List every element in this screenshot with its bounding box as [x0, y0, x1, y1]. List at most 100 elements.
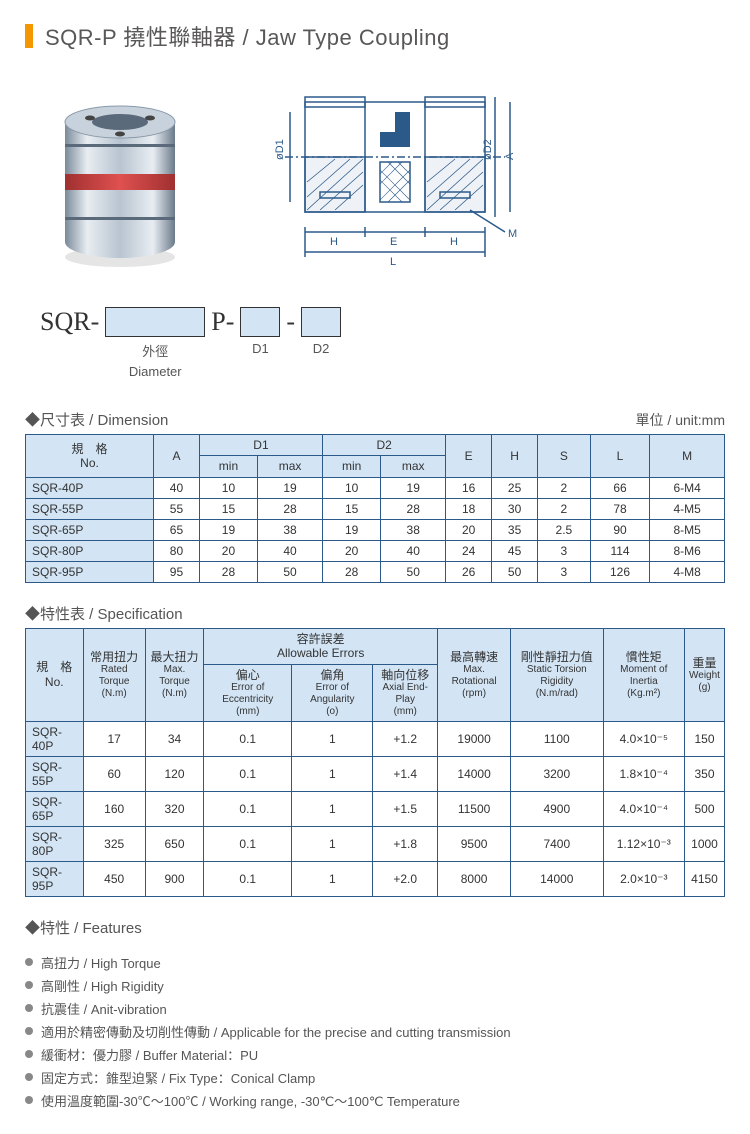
dim-h-a: A: [154, 435, 200, 478]
cell: 4150: [685, 861, 725, 896]
cell: 120: [145, 756, 203, 791]
feature-text: 高剛性 / High Rigidity: [41, 976, 164, 995]
cell: 40: [154, 477, 200, 498]
cell: 3: [538, 561, 591, 582]
cell: 28: [199, 561, 257, 582]
dim-h-d1min: min: [199, 456, 257, 477]
cell: 28: [258, 498, 323, 519]
features-header: ◆特性 / Features: [25, 917, 725, 938]
cell: 20: [446, 519, 492, 540]
dimension-section-header: ◆尺寸表 / Dimension 單位 / unit:mm: [25, 409, 725, 430]
feature-item: 高扭力 / High Torque: [25, 953, 725, 972]
spec-h-ecc-cn: 偏心: [236, 668, 260, 682]
spec-h-axial-en: Axial End-Play: [377, 682, 433, 706]
cell: 1: [292, 721, 373, 756]
cell-no: SQR-80P: [26, 826, 84, 861]
cell: 26: [446, 561, 492, 582]
cell: 1000: [685, 826, 725, 861]
cell: 50: [381, 561, 446, 582]
cell: 114: [590, 540, 650, 561]
cell: 50: [492, 561, 538, 582]
diagram-label-e: E: [390, 236, 397, 248]
spec-h-moi-u: (Kg.m²): [608, 688, 680, 700]
cell-no: SQR-55P: [26, 498, 154, 519]
cell: 7400: [511, 826, 603, 861]
dim-h-d1max: max: [258, 456, 323, 477]
cell: 10: [323, 477, 381, 498]
cell: 90: [590, 519, 650, 540]
table-row: SQR-40P17340.11+1.21900011004.0×10⁻⁵150: [26, 721, 725, 756]
table-row: SQR-40P401019101916252666-M4: [26, 477, 725, 498]
cell: 66: [590, 477, 650, 498]
bullet-icon: [25, 1096, 33, 1104]
spec-h-moi-cn: 慣性矩: [626, 650, 662, 664]
cell: 4.0×10⁻⁵: [603, 721, 684, 756]
spec-section-header: ◆特性表 / Specification: [25, 603, 725, 624]
cell: 2: [538, 498, 591, 519]
cell: 24: [446, 540, 492, 561]
cell: 2.0×10⁻³: [603, 861, 684, 896]
cell: +2.0: [373, 861, 438, 896]
cell: 65: [154, 519, 200, 540]
cell: 8000: [438, 861, 511, 896]
spec-h-rated-u: (N.m): [88, 688, 141, 700]
cell: 40: [381, 540, 446, 561]
diagram-label-h2: H: [450, 236, 458, 248]
spec-title: 特性表 / Specification: [40, 606, 183, 623]
dimension-table: 規 格No. A D1 D2 E H S L M min max min max…: [25, 434, 725, 583]
pn-field-diameter: [105, 307, 205, 337]
cell-no: SQR-95P: [26, 561, 154, 582]
cell: +1.8: [373, 826, 438, 861]
spec-h-wt-u: (g): [689, 682, 720, 694]
cell: 8-M5: [650, 519, 725, 540]
accent-bar: [25, 24, 33, 48]
dim-h-d1: D1: [199, 435, 322, 456]
spec-h-rated-cn: 常用扭力: [90, 650, 138, 664]
table-row: SQR-95P4509000.11+2.08000140002.0×10⁻³41…: [26, 861, 725, 896]
spec-h-max-u: (N.m): [150, 688, 199, 700]
spec-table: 規 格No. 常用扭力Rated Torque(N.m) 最大扭力Max. To…: [25, 628, 725, 897]
bullet-icon: [25, 1004, 33, 1012]
cell: 19: [381, 477, 446, 498]
dimension-title: 尺寸表 / Dimension: [40, 412, 168, 429]
title-row: SQR-P 撓性聯軸器 / Jaw Type Coupling: [25, 20, 725, 52]
cell: 10: [199, 477, 257, 498]
cell: 20: [323, 540, 381, 561]
spec-h-ang-cn: 偏角: [320, 668, 344, 682]
bullet-icon: [25, 981, 33, 989]
spec-h-axial-u: (mm): [377, 706, 433, 718]
cell: 1.12×10⁻³: [603, 826, 684, 861]
cell: 6-M4: [650, 477, 725, 498]
table-row: SQR-65P651938193820352.5908-M5: [26, 519, 725, 540]
cell: 50: [258, 561, 323, 582]
pn-label-diameter-en: Diameter: [129, 364, 182, 379]
cell: +1.4: [373, 756, 438, 791]
spec-h-wt-cn: 重量: [692, 656, 716, 670]
cell: 28: [323, 561, 381, 582]
cell: 900: [145, 861, 203, 896]
dim-h-d2max: max: [381, 456, 446, 477]
cell: 95: [154, 561, 200, 582]
cell: 320: [145, 791, 203, 826]
cell: +1.2: [373, 721, 438, 756]
dim-h-no-en: No.: [80, 456, 99, 470]
cell: 35: [492, 519, 538, 540]
feature-text: 緩衝材：優力膠 / Buffer Material：PU: [41, 1045, 258, 1064]
diagram-label-h1: H: [330, 236, 338, 248]
cell-no: SQR-40P: [26, 477, 154, 498]
spec-h-rated-en: Rated Torque: [88, 664, 141, 688]
table-row: SQR-95P9528502850265031264-M8: [26, 561, 725, 582]
cell: 16: [446, 477, 492, 498]
pn-prefix: SQR-: [40, 307, 99, 337]
spec-h-rig-en: Static Torsion Rigidity: [515, 664, 598, 688]
cell: 19: [258, 477, 323, 498]
part-number-format: SQR- 外徑 Diameter P- D1 - D2: [25, 307, 725, 379]
cell: 30: [492, 498, 538, 519]
dim-h-no-cn: 規 格: [71, 442, 107, 456]
dim-h-e: E: [446, 435, 492, 478]
spec-h-max-cn: 最大扭力: [150, 650, 198, 664]
cell: 40: [258, 540, 323, 561]
pn-mid: P-: [211, 307, 234, 337]
cell: 11500: [438, 791, 511, 826]
spec-h-moi-en: Moment of Inertia: [608, 664, 680, 688]
